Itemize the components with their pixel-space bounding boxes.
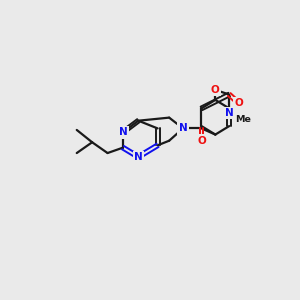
Text: N: N <box>118 127 127 137</box>
Text: N: N <box>134 152 143 162</box>
Text: O: O <box>211 85 220 95</box>
Text: O: O <box>234 98 243 108</box>
Text: N: N <box>178 123 188 134</box>
Text: N: N <box>225 108 234 118</box>
Text: Me: Me <box>235 116 251 124</box>
Text: O: O <box>197 136 206 146</box>
